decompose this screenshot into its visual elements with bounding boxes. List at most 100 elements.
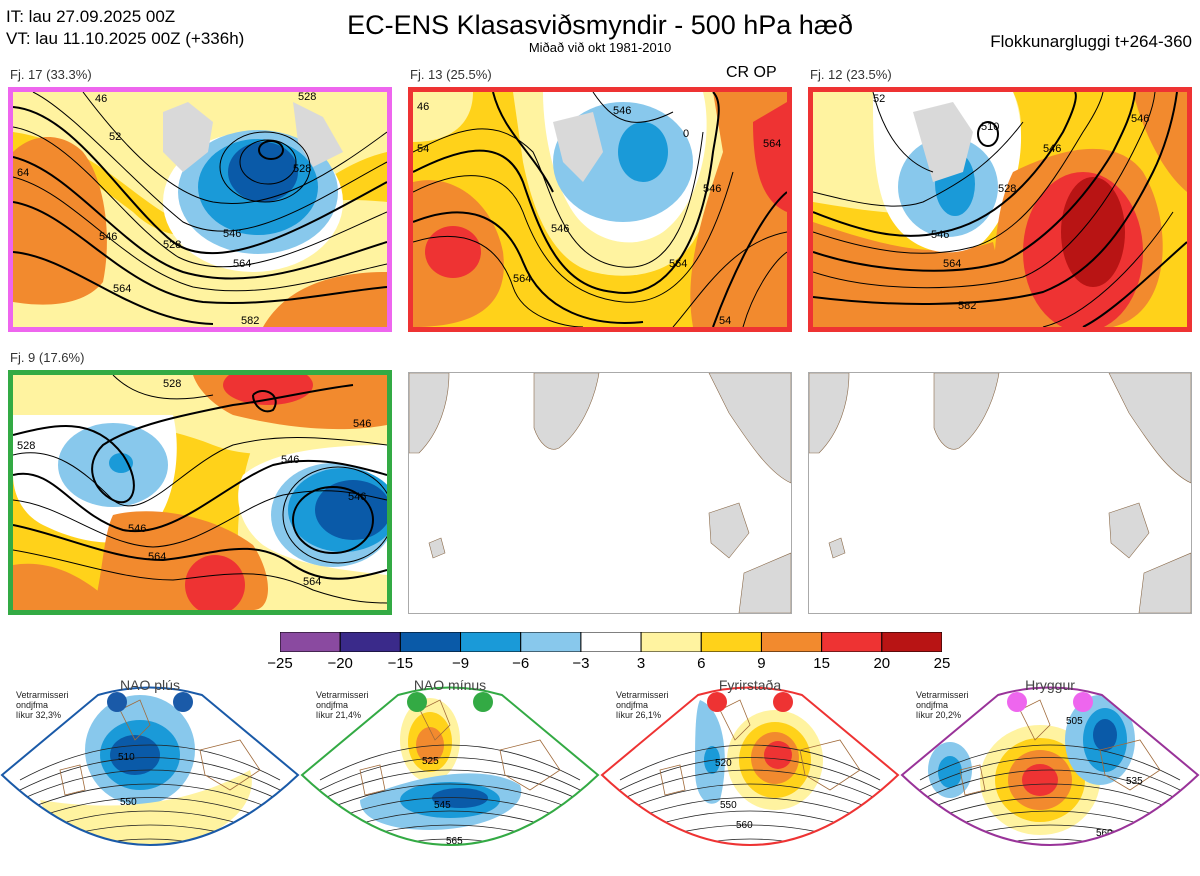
- colorbar-tick-label: 15: [813, 655, 830, 672]
- colorbar-swatch: [460, 631, 522, 653]
- regime-map: 510 550 NAO plús Vetrarmisseri ondjfma líkur …: [0, 677, 300, 871]
- contour-label: 564: [113, 283, 131, 295]
- colorbar-swatches: [279, 631, 943, 653]
- panel-3-label: Fj. 12 (23.5%): [810, 67, 892, 82]
- contour-label: 564: [148, 551, 166, 563]
- regime-note: Vetrarmisseri ondjfma líkur 26,1%: [616, 690, 669, 720]
- colorbar-swatch: [399, 631, 462, 653]
- colorbar-swatch: [580, 631, 642, 653]
- contour-label: 0: [683, 128, 689, 140]
- colorbar-tick-label: −3: [572, 655, 590, 672]
- contour-label: 528: [293, 163, 311, 175]
- colorbar-tick-label: 20: [873, 655, 891, 672]
- contour-label: 582: [241, 315, 259, 327]
- contour-label: 546: [613, 105, 631, 117]
- regime-title: Fyrirstaða: [718, 677, 782, 693]
- classification-window: Flokkunargluggi t+264-360: [990, 32, 1192, 51]
- contour-label: 564: [669, 258, 687, 270]
- regime-marker-left: [107, 692, 127, 712]
- regime-note-line: Vetrarmisseri: [616, 690, 669, 700]
- colorbar-swatch: [640, 631, 702, 653]
- colorbar-swatch: [279, 631, 341, 653]
- contour-label: 528: [298, 92, 316, 103]
- page-subtitle: Miðað við okt 1981-2010: [528, 40, 672, 55]
- contour-label: 46: [95, 93, 107, 105]
- header-times: IT: lau 27.09.2025 00Z VT: lau 11.10.202…: [6, 6, 244, 50]
- regime-title: Hryggur: [1025, 677, 1075, 693]
- regime-note-line: líkur 26,1%: [616, 710, 662, 720]
- contour-label: 546: [1131, 113, 1149, 125]
- valid-time: VT: lau 11.10.2025 00Z (+336h): [6, 29, 245, 48]
- cluster-map-2: 46 54 546 564 546 564 0 546 564 54: [408, 87, 792, 332]
- cluster-map-1: 46 52 64 528 546 528 564 564 546 582 528: [8, 87, 392, 332]
- init-time: IT: lau 27.09.2025 00Z: [6, 7, 176, 26]
- contour-label: 564: [763, 138, 781, 150]
- regime-marker-left: [1007, 692, 1027, 712]
- contour-label: 528: [163, 239, 181, 251]
- regime-note: Vetrarmisseri ondjfma líkur 32,3%: [16, 690, 69, 720]
- colorbar-swatch: [339, 631, 401, 653]
- regime-note-line: ondjfma: [316, 700, 349, 710]
- empty-map-6: [808, 372, 1192, 614]
- regime-marker-right: [1073, 692, 1093, 712]
- regime-contour-label: 550: [120, 797, 137, 808]
- colorbar-swatch: [881, 631, 943, 653]
- regime-note-line: ondjfma: [616, 700, 649, 710]
- regime-note-line: ondjfma: [916, 700, 949, 710]
- contour-label: 546: [223, 228, 241, 240]
- contour-label: 546: [348, 491, 366, 503]
- regime-note-line: Vetrarmisseri: [316, 690, 369, 700]
- regime-contour-label: 550: [720, 800, 737, 811]
- contour-label: 546: [931, 229, 949, 241]
- regime-note-line: líkur 20,2%: [916, 710, 962, 720]
- colorbar-tick-label: −15: [387, 655, 414, 672]
- regime-contour-label: 505: [1066, 716, 1083, 727]
- contour-label: 510: [981, 121, 999, 133]
- regime-note: Vetrarmisseri ondjfma líkur 21,4%: [316, 690, 369, 720]
- regime-note-line: líkur 32,3%: [16, 710, 62, 720]
- contour-label: 528: [998, 183, 1016, 195]
- regime-note-line: Vetrarmisseri: [916, 690, 969, 700]
- regime-contour-label: 560: [1096, 828, 1113, 839]
- regime-contour-label: 510: [118, 752, 135, 763]
- regime-title: NAO mínus: [413, 677, 487, 693]
- contour-label: 546: [281, 454, 299, 466]
- regime-contour-label: 535: [1126, 776, 1143, 787]
- regime-note-line: ondjfma: [16, 700, 49, 710]
- colorbar-tick-label: 9: [757, 655, 766, 672]
- page-title: EC-ENS Klasasviðsmyndir - 500 hPa hæð: [347, 10, 853, 40]
- panel-2-tag: CR OP: [726, 64, 777, 81]
- contour-label: 528: [17, 440, 35, 452]
- regime-marker-right: [473, 692, 493, 712]
- contour-label: 546: [99, 231, 117, 243]
- contour-label: 54: [417, 143, 429, 155]
- regime-contour-label: 560: [736, 820, 753, 831]
- colorbar-swatch: [520, 631, 582, 653]
- regime-note-line: Vetrarmisseri: [16, 690, 69, 700]
- panel-2-label: Fj. 13 (25.5%): [410, 67, 492, 82]
- regime-contour-label: 520: [715, 758, 732, 769]
- contour-label: 52: [873, 93, 885, 105]
- contour-label: 46: [417, 101, 429, 113]
- regime-contour-label: 565: [446, 836, 463, 847]
- colorbar: [279, 631, 943, 653]
- contour-label: 54: [719, 315, 731, 327]
- regime-map: 505 535 560 Hryggur Vetrarmisseri ondjfma líku…: [900, 677, 1200, 871]
- contour-label: 582: [958, 300, 976, 312]
- contour-label: 546: [1043, 143, 1061, 155]
- colorbar-tick-label: −20: [327, 655, 353, 672]
- contour-label: 528: [163, 378, 181, 390]
- colorbar-swatch: [821, 631, 883, 653]
- regime-contour-label: 545: [434, 800, 451, 811]
- contour-label: 546: [703, 183, 721, 195]
- colorbar-tick-label: 6: [697, 655, 706, 672]
- regime-note-line: líkur 21,4%: [316, 710, 362, 720]
- panel-4-label: Fj. 9 (17.6%): [10, 350, 85, 365]
- colorbar-tick-label: −6: [512, 655, 530, 672]
- regime-marker-right: [773, 692, 793, 712]
- regime-contour-label: 525: [422, 756, 439, 767]
- regime-title: NAO plús: [120, 677, 180, 693]
- contour-label: 564: [513, 273, 531, 285]
- contour-label: 52: [109, 131, 121, 143]
- contour-label: 564: [943, 258, 961, 270]
